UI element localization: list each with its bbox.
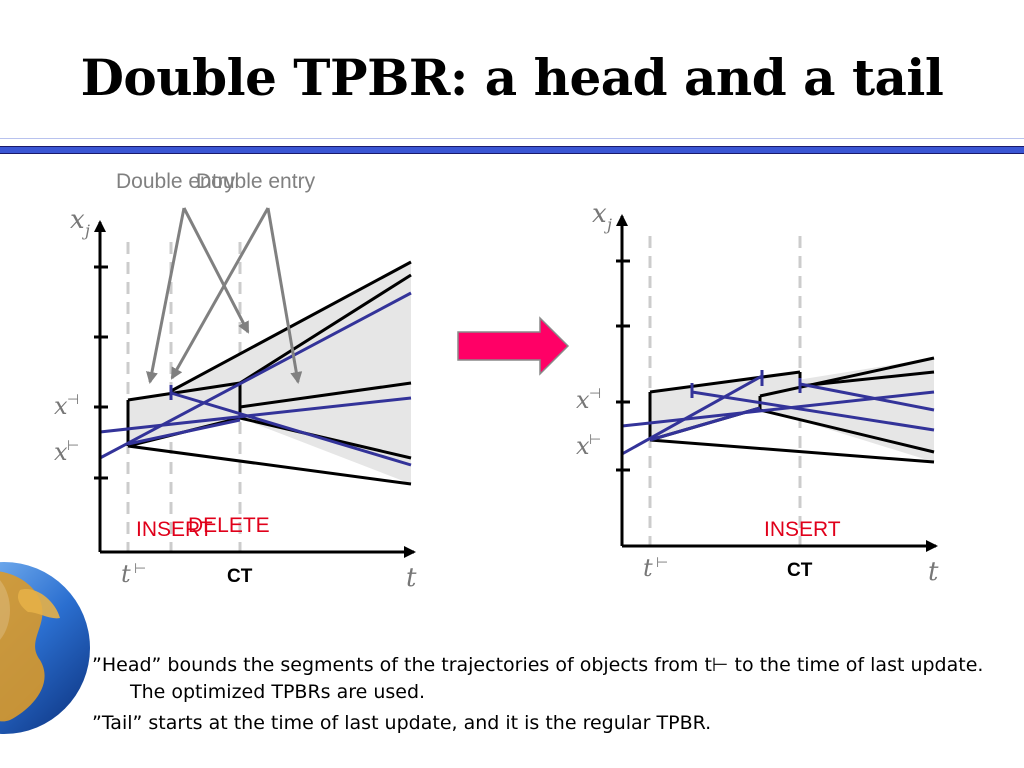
bullet-tail: ”Tail” starts at the time of last update… [92,712,712,734]
slide-title: Double TPBR: a head and a tail [80,48,944,107]
left-annotation-arrow-2b [266,207,303,384]
left-outer-upper-bound [170,260,412,393]
right-tail-upper-bound-2 [799,370,935,388]
left-head-top [127,381,241,402]
right-tick-x-upper: x [576,386,590,414]
left-outer-lower-bound [127,444,412,486]
right-tick-x-upper-sup: ⊣ [589,386,601,402]
left-trajectory-2 [99,396,412,434]
right-trajectory-5 [649,406,761,442]
right-t-start-sup: ⊢ [656,555,668,571]
left-diagram: Double entry Double entry x j x ⊣ x ⊢ t … [54,170,417,593]
right-tail-lower-bound-2 [649,438,935,464]
left-t-start-sup: ⊢ [134,561,146,577]
left-annotation-label-1: Double entry [116,170,236,193]
right-trajectory-3 [691,390,935,432]
left-tick-x-lower-sup: ⊢ [67,438,79,454]
left-annotation-arrow-1b [182,207,250,334]
right-y-axis-label: x [592,199,607,229]
bullet-list: ”Head” bounds the segments of the trajec… [92,652,1017,741]
right-insert-label: INSERT [764,518,841,541]
left-y-axis-sub: j [82,221,90,240]
arrow-right-icon [457,316,570,376]
left-annotation-label-2: Double entry [196,170,316,193]
right-ct-label: CT [787,560,813,581]
left-inner-upper-bound [239,381,412,409]
left-trajectory-4 [127,418,241,446]
title-divider-thin [0,138,1024,139]
left-x-axis-label: t [406,563,417,593]
left-annotation-arrow-1a [146,207,186,384]
left-tick-x-upper-sup: ⊣ [67,392,79,408]
left-outer-upper-bound-2 [239,273,412,385]
right-trajectory-2 [621,390,935,428]
title-divider [0,146,1024,154]
right-y-axis-sub: j [604,215,612,234]
left-t-start-label: t [121,560,131,588]
right-x-axis-label: t [928,557,939,587]
left-tick-x-lower: x [54,438,68,466]
right-tick-x-lower: x [576,432,590,460]
left-insert-label: INSERT [136,518,213,541]
right-tail-upper-bound [759,356,935,398]
left-tail-region [128,262,411,484]
left-y-axis-label: x [70,205,85,235]
right-t-start-label: t [643,554,653,582]
right-trajectory-4 [799,382,935,412]
left-delete-label: DELETE [188,514,270,537]
right-tail-lower-bound [759,408,935,454]
right-diagram: x j x ⊣ x ⊢ t ⊢ CT t INSERT [576,199,939,587]
left-ct-label: CT [227,566,253,587]
right-head-top [649,370,801,394]
left-trajectory-3 [170,391,412,467]
right-tick-x-lower-sup: ⊢ [589,432,601,448]
left-trajectory-1 [99,291,412,460]
bullet-head: ”Head” bounds the segments of the trajec… [92,654,984,703]
right-trajectory-1 [621,374,763,456]
left-tick-x-upper: x [54,392,68,420]
globe-icon [0,562,90,734]
left-annotation-arrow-2a [170,207,270,380]
